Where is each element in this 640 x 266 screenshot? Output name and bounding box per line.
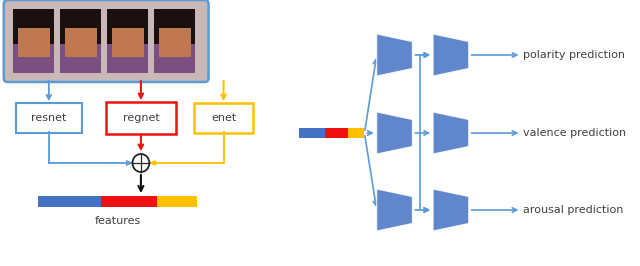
Text: valence prediction: valence prediction xyxy=(524,128,627,138)
Bar xyxy=(60,44,102,73)
Bar xyxy=(159,28,191,57)
Polygon shape xyxy=(377,112,412,154)
Bar xyxy=(13,9,54,73)
Bar xyxy=(65,28,97,57)
Polygon shape xyxy=(433,112,468,154)
FancyBboxPatch shape xyxy=(195,103,253,133)
Text: features: features xyxy=(94,216,141,226)
Bar xyxy=(102,196,157,207)
Polygon shape xyxy=(433,34,468,76)
Polygon shape xyxy=(377,34,412,76)
Bar xyxy=(107,44,148,73)
Text: regnet: regnet xyxy=(122,113,159,123)
Bar xyxy=(157,196,197,207)
Bar xyxy=(299,128,325,138)
Polygon shape xyxy=(433,189,468,231)
Bar xyxy=(154,9,195,73)
FancyBboxPatch shape xyxy=(16,103,82,133)
Bar xyxy=(18,28,50,57)
Bar xyxy=(13,44,54,73)
Bar xyxy=(112,28,144,57)
FancyBboxPatch shape xyxy=(106,102,175,134)
Text: arousal prediction: arousal prediction xyxy=(524,205,623,215)
Text: enet: enet xyxy=(211,113,236,123)
Text: polarity prediction: polarity prediction xyxy=(524,50,625,60)
Bar xyxy=(38,196,102,207)
Bar xyxy=(325,128,348,138)
Bar xyxy=(154,44,195,73)
Bar xyxy=(348,128,364,138)
Bar xyxy=(60,9,102,73)
Text: resnet: resnet xyxy=(31,113,67,123)
Polygon shape xyxy=(377,189,412,231)
FancyBboxPatch shape xyxy=(4,0,209,82)
Bar xyxy=(107,9,148,73)
